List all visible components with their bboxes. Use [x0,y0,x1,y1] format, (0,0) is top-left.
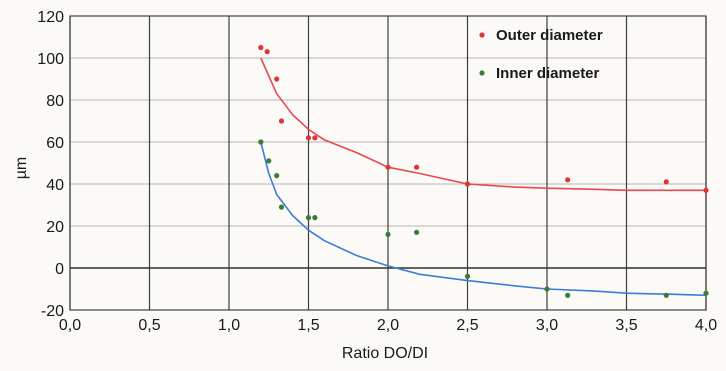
inner-data-point [464,273,471,279]
x-tick-label: 3,5 [615,317,637,334]
inner-data-point [703,290,709,296]
y-tick-label: -20 [41,303,64,320]
x-tick-label: 1,5 [297,317,319,334]
y-tick-label: 120 [37,9,64,26]
outer-trend-line [260,57,706,192]
outer-data-point [565,177,571,183]
x-tick-label: 3,0 [536,317,558,334]
legend-marker [479,70,485,76]
x-tick-label: 2,5 [456,317,478,334]
y-tick-labels: -20 0 20 40 60 80 100 120 [37,9,64,320]
legend-marker [479,32,485,38]
y-tick-label: 60 [46,135,64,152]
outer-data-point [274,76,280,82]
plot-frame [69,15,707,311]
outer-data-point [305,135,312,141]
x-tick-label: 0,0 [59,317,81,334]
grid [69,15,707,311]
inner-data-point [414,229,420,235]
inner-data-point [385,231,391,237]
x-tick-label: 1,0 [218,317,240,334]
y-tick-label: 80 [46,93,64,110]
inner-data-point [305,215,312,221]
y-tick-label: 20 [46,219,64,236]
trend-lines [260,57,707,297]
x-axis-label: Ratio DO/DI [342,345,428,362]
inner-data-point [278,204,285,210]
y-tick-label: 100 [37,51,64,68]
outer-data-point [258,44,264,51]
inner-data-point [266,158,272,164]
inner-data-point [312,215,318,221]
x-tick-labels: 0,0 0,5 1,0 1,5 2,0 2,5 3,0 3,5 4,0 [59,317,717,334]
outer-data-point [663,179,669,185]
legend-label: Inner diameter [496,65,600,82]
outer-data-point [385,164,391,170]
legend: Outer diameter Inner diameter [479,27,603,82]
inner-data-point [565,292,571,298]
outer-data-point [264,49,270,55]
y-axis-label: µm [13,157,30,180]
outer-data-point [414,164,420,170]
inner-data-point [258,139,264,145]
outer-data-point [703,187,709,193]
outer-data-point [278,118,285,124]
y-tick-label: 0 [55,261,64,278]
y-tick-label: 40 [46,177,64,194]
data-points [258,44,709,298]
inner-data-point [663,292,669,298]
inner-data-point [274,173,280,179]
outer-data-point [464,181,471,187]
inner-trend-line [260,141,707,297]
x-tick-label: 0,5 [138,317,160,334]
legend-label: Outer diameter [496,27,603,44]
outer-data-point [312,135,318,141]
x-tick-label: 2,0 [377,317,399,334]
inner-data-point [544,286,550,292]
x-tick-label: 4,0 [695,317,717,334]
